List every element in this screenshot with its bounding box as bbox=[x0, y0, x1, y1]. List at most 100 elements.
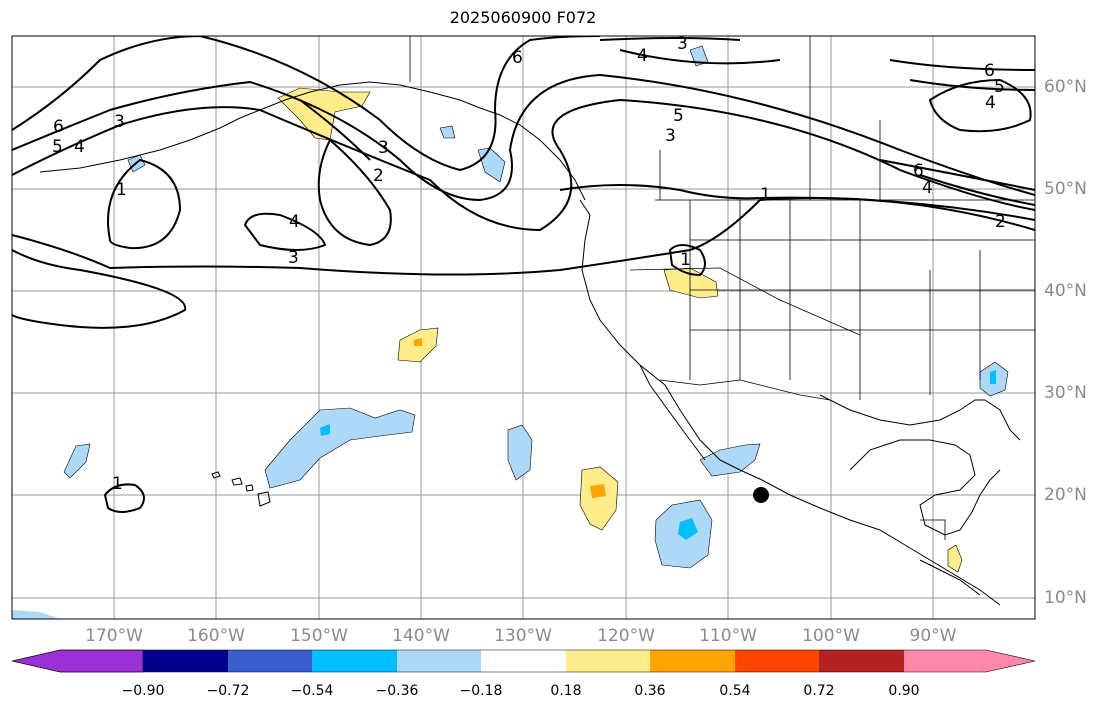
contour-label: 6 bbox=[913, 161, 924, 181]
colorbar-tick-5: 0.18 bbox=[550, 683, 582, 699]
contour-6-east bbox=[879, 159, 1035, 191]
coastlines bbox=[39, 81, 1021, 606]
map-frame bbox=[11, 35, 1036, 620]
lon-label-150w: 150°W bbox=[290, 626, 348, 646]
colorbar-extend-max bbox=[904, 650, 1035, 672]
contour-1-outer bbox=[12, 249, 187, 329]
colorbar-bin-3 bbox=[312, 650, 397, 672]
contour-1-interior bbox=[668, 244, 706, 277]
colorbar-extend-min bbox=[11, 649, 144, 673]
contour-label: 6 bbox=[512, 48, 523, 68]
lon-label-170w: 170°W bbox=[85, 626, 143, 646]
negative-anomaly-west bbox=[63, 443, 91, 479]
contour-5-main bbox=[12, 73, 1035, 202]
strong-negative-florida bbox=[990, 370, 996, 384]
contour-1-west-loop bbox=[107, 158, 182, 250]
lat-label-60n: 60°N bbox=[1044, 77, 1087, 97]
colorbar-tick-0: −0.90 bbox=[121, 683, 165, 699]
colorbar-tick-1: −0.72 bbox=[206, 683, 250, 699]
contour-6-northeast bbox=[889, 59, 1035, 71]
contour-label: 1 bbox=[760, 185, 771, 205]
contour-label: 5 bbox=[673, 106, 684, 126]
anomaly-shading bbox=[12, 45, 1009, 619]
negative-anomaly-gulf-of-alaska bbox=[477, 147, 506, 183]
contour-label: 3 bbox=[114, 112, 125, 132]
positive-anomaly-pacific-south bbox=[579, 466, 619, 531]
colorbar-bin-8 bbox=[735, 650, 819, 672]
contour-4-east bbox=[919, 174, 1035, 206]
contour-label: 3 bbox=[665, 126, 676, 146]
negative-anomaly-hawaii-band bbox=[264, 407, 416, 489]
colorbar-bin-5 bbox=[481, 650, 566, 672]
contour-label: 2 bbox=[373, 166, 384, 186]
contour-label: 1 bbox=[116, 180, 127, 200]
contour-label: 3 bbox=[288, 248, 299, 268]
hawaii-islands bbox=[211, 471, 271, 507]
political-borders bbox=[409, 36, 1035, 540]
contour-label: 4 bbox=[637, 46, 648, 66]
colorbar-bin-2 bbox=[228, 650, 312, 672]
strong-negative-hawaii bbox=[320, 424, 330, 436]
station-marker bbox=[753, 487, 769, 503]
colorbar-bin-9 bbox=[819, 650, 904, 672]
lat-label-30n: 30°N bbox=[1044, 383, 1087, 403]
contour-label: 4 bbox=[985, 93, 996, 113]
strong-positive-pacific-north bbox=[414, 338, 422, 346]
colorbar-bin-7 bbox=[650, 650, 735, 672]
contour-label: 5 bbox=[994, 77, 1005, 97]
colorbar-tick-8: 0.72 bbox=[803, 683, 835, 699]
negative-anomaly-mid-pacific bbox=[507, 424, 533, 481]
map-title: 2025060900 F072 bbox=[449, 8, 597, 27]
contour-label: 5 bbox=[52, 137, 63, 157]
contour-2-alaska bbox=[299, 99, 371, 161]
contour-3-north bbox=[599, 37, 741, 41]
contour-5-northeast bbox=[909, 79, 1035, 91]
contour-1-south-loop bbox=[103, 483, 145, 513]
lon-label-120w: 120°W bbox=[597, 626, 655, 646]
lon-label-90w: 90°W bbox=[909, 626, 957, 646]
colorbar-outline bbox=[11, 649, 1036, 673]
contour-4-loop bbox=[243, 212, 327, 251]
lon-label-110w: 110°W bbox=[699, 626, 757, 646]
negative-anomaly-baja bbox=[699, 443, 761, 477]
positive-anomaly-central-america bbox=[947, 544, 963, 573]
lat-label-20n: 20°N bbox=[1044, 485, 1087, 505]
contour-label: 4 bbox=[922, 178, 933, 198]
colorbar-tick-4: −0.18 bbox=[459, 683, 503, 699]
colorbar-tick-3: −0.36 bbox=[375, 683, 419, 699]
contour-label: 4 bbox=[74, 137, 85, 157]
contour-4-northeast bbox=[928, 78, 1032, 133]
lat-label-50n: 50°N bbox=[1044, 179, 1087, 199]
colorbar bbox=[11, 649, 1036, 673]
colorbar-tick-9: 0.90 bbox=[888, 683, 920, 699]
colorbar-bin-1 bbox=[143, 650, 228, 672]
strong-negative-south-pacific bbox=[678, 518, 698, 540]
lat-label-40n: 40°N bbox=[1044, 281, 1087, 301]
contour-3-main bbox=[12, 98, 1035, 232]
contour-2-midlat bbox=[317, 139, 392, 247]
lon-label-140w: 140°W bbox=[392, 626, 450, 646]
contour-label: 3 bbox=[677, 34, 688, 54]
contour-label: 4 bbox=[289, 212, 300, 232]
contour-label: 1 bbox=[680, 250, 691, 270]
contour-label: 1 bbox=[112, 474, 123, 494]
contour-2-main bbox=[559, 184, 1035, 221]
height-anomaly-contours bbox=[12, 36, 1035, 513]
contour-label: 6 bbox=[53, 117, 64, 137]
colorbar-tick-6: 0.36 bbox=[634, 683, 666, 699]
contour-label: 3 bbox=[378, 138, 389, 158]
lon-label-100w: 100°W bbox=[802, 626, 860, 646]
lat-label-10n: 10°N bbox=[1044, 588, 1087, 608]
contour-label: 2 bbox=[995, 212, 1006, 232]
graticule bbox=[12, 36, 1035, 619]
contour-6-main bbox=[12, 36, 601, 172]
lon-label-130w: 130°W bbox=[494, 626, 552, 646]
strong-positive-pacific-south bbox=[590, 484, 606, 498]
contour-4-north bbox=[619, 49, 781, 65]
colorbar-bin-6 bbox=[566, 650, 650, 672]
colorbar-tick-2: −0.54 bbox=[290, 683, 334, 699]
negative-anomaly-sw-corner bbox=[12, 610, 60, 619]
lon-label-160w: 160°W bbox=[187, 626, 245, 646]
colorbar-tick-7: 0.54 bbox=[719, 683, 751, 699]
